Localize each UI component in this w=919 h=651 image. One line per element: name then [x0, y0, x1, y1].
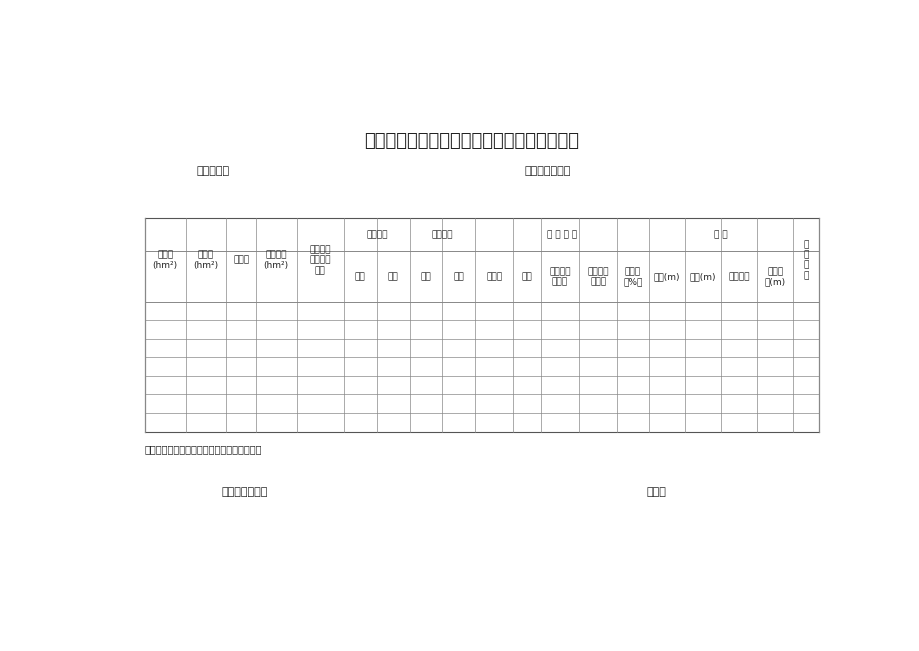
- Text: 注：须提供无人机核查正射影像和矢量数据。: 注：须提供无人机核查正射影像和矢量数据。: [145, 444, 262, 454]
- Text: 实测坐标: 实测坐标: [431, 230, 453, 240]
- Text: 在
题
存
问: 在 题 存 问: [803, 240, 808, 280]
- Text: 日期：: 日期：: [645, 487, 665, 497]
- Text: 地块: 地块: [521, 272, 532, 281]
- Text: 北纬: 北纬: [453, 272, 464, 281]
- Text: 甘肃省水土保持工程竣工验收图斑抽查登记表: 甘肃省水土保持工程竣工验收图斑抽查登记表: [364, 132, 578, 150]
- Text: 计划数
(hm²): 计划数 (hm²): [153, 251, 177, 270]
- Text: 施工点: 施工点: [486, 272, 502, 281]
- Text: 无人机核
查面积及
位置: 无人机核 查面积及 位置: [309, 245, 331, 275]
- Text: 道 路: 道 路: [713, 230, 727, 240]
- Text: 图斑号: 图斑号: [233, 256, 249, 264]
- Text: 项目名称：: 项目名称：: [197, 166, 230, 176]
- Text: 抽查人员签字：: 抽查人员签字：: [221, 487, 268, 497]
- Text: 核实率
（%）: 核实率 （%）: [622, 267, 641, 286]
- Text: 抽 查 情 况: 抽 查 情 况: [546, 230, 576, 240]
- Text: 上报面积
（亩）: 上报面积 （亩）: [549, 267, 570, 286]
- Text: 路面材质: 路面材质: [728, 272, 749, 281]
- Text: 长度(m): 长度(m): [689, 272, 715, 281]
- Text: 北纬: 北纬: [388, 272, 398, 281]
- Text: 完成数
(hm²): 完成数 (hm²): [193, 251, 219, 270]
- Text: 东经: 东经: [355, 272, 366, 281]
- Text: 设计坐标: 设计坐标: [366, 230, 387, 240]
- Text: 东经: 东经: [420, 272, 431, 281]
- Text: 路宽(m): 路宽(m): [652, 272, 679, 281]
- Text: 图斑面积
(hm²): 图斑面积 (hm²): [264, 251, 289, 270]
- Text: 措施名称：梯田: 措施名称：梯田: [525, 166, 571, 176]
- Text: 核实面积
（亩）: 核实面积 （亩）: [586, 267, 608, 286]
- Text: 材质厚
度(m): 材质厚 度(m): [764, 267, 785, 286]
